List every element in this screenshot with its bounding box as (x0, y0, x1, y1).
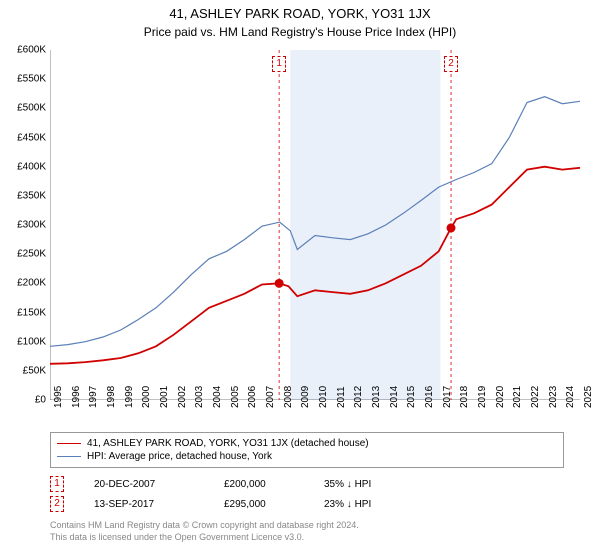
y-tick-label: £300K (4, 220, 46, 231)
y-tick-label: £250K (4, 249, 46, 260)
y-tick-label: £50K (4, 365, 46, 376)
legend-row-property: 41, ASHLEY PARK ROAD, YORK, YO31 1JX (de… (57, 437, 557, 450)
chart-area: £0£50K£100K£150K£200K£250K£300K£350K£400… (50, 50, 580, 400)
transactions-table: 1 20-DEC-2007 £200,000 35% ↓ HPI 2 13-SE… (50, 474, 424, 514)
transaction-date: 20-DEC-2007 (94, 479, 224, 490)
transaction-row: 2 13-SEP-2017 £295,000 23% ↓ HPI (50, 494, 424, 514)
legend-box: 41, ASHLEY PARK ROAD, YORK, YO31 1JX (de… (50, 432, 564, 468)
footer-line1: Contains HM Land Registry data © Crown c… (50, 520, 359, 532)
y-tick-label: £350K (4, 190, 46, 201)
plot-svg (50, 50, 580, 400)
transaction-diff: 35% ↓ HPI (324, 479, 424, 490)
legend-label-hpi: HPI: Average price, detached house, York (87, 451, 272, 462)
chart-subtitle: Price paid vs. HM Land Registry's House … (0, 21, 600, 45)
y-tick-label: £400K (4, 161, 46, 172)
figure: 41, ASHLEY PARK ROAD, YORK, YO31 1JX Pri… (0, 0, 600, 560)
y-tick-label: £500K (4, 103, 46, 114)
transaction-diff: 23% ↓ HPI (324, 499, 424, 510)
y-tick-label: £600K (4, 45, 46, 56)
legend-swatch-property (57, 443, 81, 444)
transaction-marker-2: 2 (50, 496, 64, 512)
footer-text: Contains HM Land Registry data © Crown c… (50, 520, 359, 543)
y-tick-label: £100K (4, 336, 46, 347)
transaction-price: £200,000 (224, 479, 324, 490)
y-tick-label: £550K (4, 74, 46, 85)
y-tick-label: £150K (4, 307, 46, 318)
transaction-price: £295,000 (224, 499, 324, 510)
chart-title: 41, ASHLEY PARK ROAD, YORK, YO31 1JX (0, 0, 600, 21)
vline-marker-2: 2 (444, 56, 458, 72)
legend-label-property: 41, ASHLEY PARK ROAD, YORK, YO31 1JX (de… (87, 438, 369, 449)
transaction-marker-1: 1 (50, 476, 64, 492)
vline-marker-1: 1 (272, 56, 286, 72)
transaction-date: 13-SEP-2017 (94, 499, 224, 510)
legend-row-hpi: HPI: Average price, detached house, York (57, 450, 557, 463)
transaction-row: 1 20-DEC-2007 £200,000 35% ↓ HPI (50, 474, 424, 494)
y-tick-label: £0 (4, 395, 46, 406)
y-tick-label: £200K (4, 278, 46, 289)
legend-swatch-hpi (57, 456, 81, 457)
footer-line2: This data is licensed under the Open Gov… (50, 532, 359, 544)
y-tick-label: £450K (4, 132, 46, 143)
